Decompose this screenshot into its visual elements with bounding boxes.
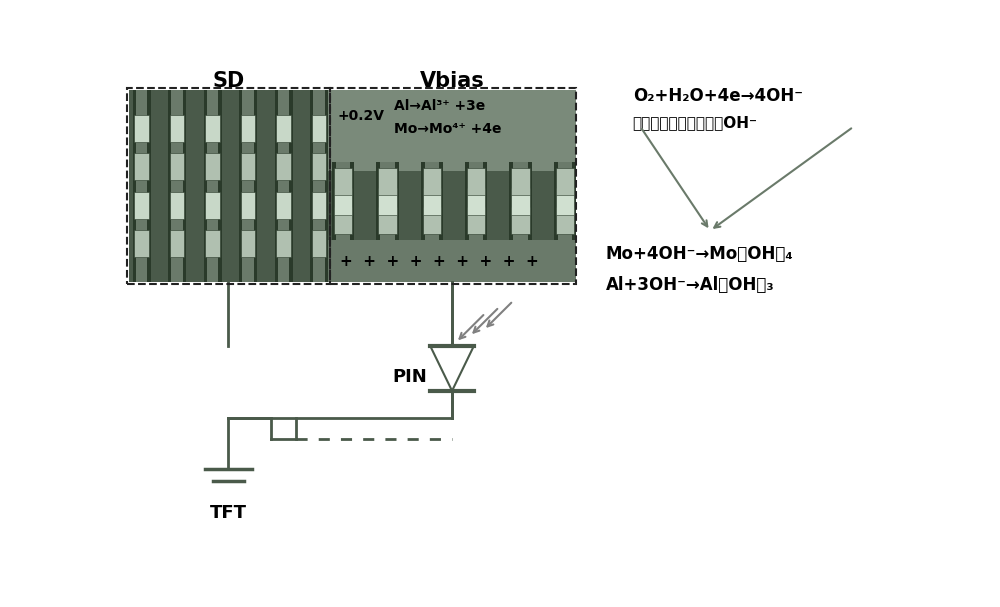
Bar: [241, 115, 255, 142]
Text: +  +  +  +  +  +  +  +  +: + + + + + + + + +: [340, 254, 538, 269]
Bar: [376, 162, 399, 240]
Bar: [207, 90, 218, 282]
Bar: [276, 230, 291, 257]
Bar: [241, 230, 255, 257]
Bar: [380, 162, 395, 240]
Bar: [328, 90, 576, 171]
Bar: [241, 154, 255, 180]
Bar: [241, 192, 255, 219]
Bar: [378, 207, 397, 234]
Bar: [336, 162, 350, 240]
Bar: [170, 192, 184, 219]
Bar: [205, 230, 220, 257]
Bar: [168, 90, 186, 282]
Bar: [330, 88, 576, 284]
Bar: [423, 168, 441, 195]
Bar: [425, 162, 439, 240]
Bar: [556, 168, 574, 195]
Text: PIN: PIN: [392, 368, 427, 386]
Bar: [328, 171, 576, 282]
Bar: [134, 192, 149, 219]
Bar: [328, 240, 576, 282]
Polygon shape: [430, 346, 474, 391]
Bar: [276, 115, 291, 142]
Bar: [332, 162, 354, 240]
Bar: [511, 188, 530, 214]
Bar: [129, 90, 328, 282]
Bar: [242, 90, 254, 282]
Text: TFT: TFT: [210, 504, 247, 522]
Bar: [133, 90, 151, 282]
Bar: [467, 168, 485, 195]
Bar: [134, 115, 149, 142]
Bar: [310, 90, 328, 282]
Bar: [509, 162, 532, 240]
Bar: [205, 115, 220, 142]
Bar: [136, 90, 147, 282]
Bar: [467, 207, 485, 234]
Bar: [334, 188, 352, 214]
Bar: [170, 154, 184, 180]
Bar: [513, 162, 528, 240]
Bar: [558, 162, 572, 240]
Bar: [205, 192, 220, 219]
Bar: [423, 207, 441, 234]
Bar: [134, 154, 149, 180]
Bar: [378, 168, 397, 195]
Text: 显影液或者剥离液中的OH⁻: 显影液或者剥离液中的OH⁻: [633, 115, 758, 131]
Bar: [170, 115, 184, 142]
Bar: [313, 90, 325, 282]
Text: Al→Al³⁺ +3e: Al→Al³⁺ +3e: [394, 99, 485, 113]
Bar: [204, 90, 222, 282]
Bar: [134, 230, 149, 257]
Bar: [312, 115, 326, 142]
Text: O₂+H₂O+4e→4OH⁻: O₂+H₂O+4e→4OH⁻: [633, 87, 803, 105]
Text: +0.2V: +0.2V: [337, 109, 384, 123]
Bar: [511, 168, 530, 195]
Bar: [423, 188, 441, 214]
Text: Vbias: Vbias: [420, 70, 484, 90]
Bar: [467, 188, 485, 214]
Bar: [127, 88, 330, 284]
Bar: [334, 207, 352, 234]
Bar: [469, 162, 483, 240]
Bar: [239, 90, 257, 282]
Text: Al+3OH⁻→Al（OH）₃: Al+3OH⁻→Al（OH）₃: [606, 276, 774, 294]
Bar: [378, 188, 397, 214]
Bar: [511, 207, 530, 234]
Bar: [312, 154, 326, 180]
Bar: [205, 154, 220, 180]
Bar: [554, 162, 576, 240]
Bar: [170, 230, 184, 257]
Bar: [312, 192, 326, 219]
Bar: [276, 192, 291, 219]
Bar: [334, 168, 352, 195]
Bar: [556, 188, 574, 214]
Text: SD: SD: [212, 70, 245, 90]
Bar: [276, 154, 291, 180]
Bar: [312, 230, 326, 257]
Text: Mo+4OH⁻→Mo（OH）₄: Mo+4OH⁻→Mo（OH）₄: [606, 245, 793, 263]
Bar: [465, 162, 487, 240]
Bar: [421, 162, 443, 240]
Text: Mo→Mo⁴⁺ +4e: Mo→Mo⁴⁺ +4e: [394, 121, 501, 135]
Bar: [275, 90, 293, 282]
Bar: [278, 90, 289, 282]
Bar: [171, 90, 183, 282]
Bar: [556, 207, 574, 234]
